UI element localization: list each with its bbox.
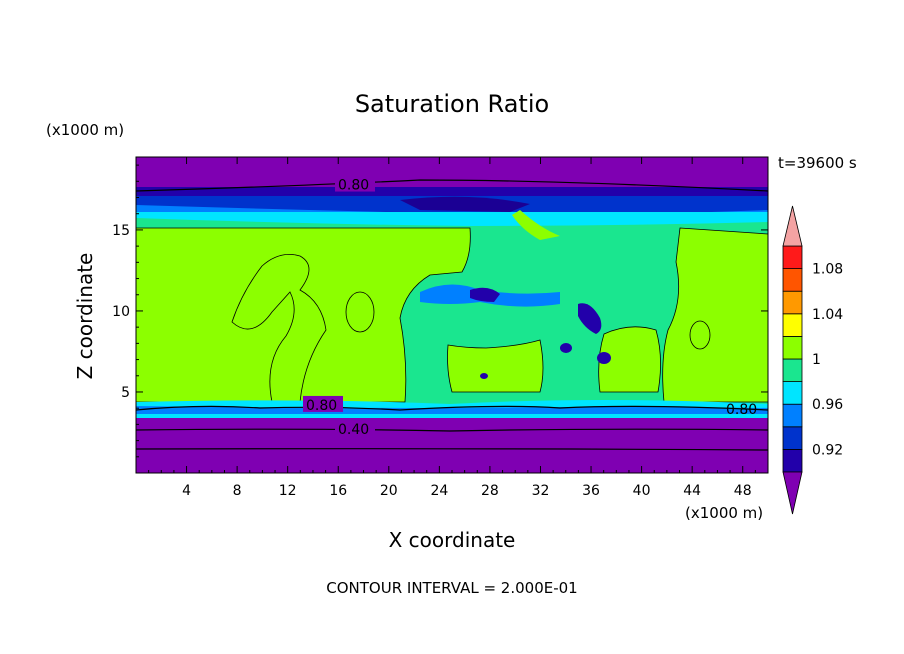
contour-label-bg bbox=[335, 420, 375, 437]
colorbar-band bbox=[782, 426, 803, 450]
contour-label-bg bbox=[335, 175, 375, 192]
x-tick-label: 48 bbox=[734, 483, 752, 499]
colorbar-band bbox=[782, 268, 803, 292]
colorbar-label: 1.04 bbox=[812, 307, 843, 323]
x-tick-label: 12 bbox=[279, 483, 297, 499]
dry-pocket-b bbox=[578, 303, 602, 334]
contour-interval-footer: CONTOUR INTERVAL = 2.000E-01 bbox=[326, 579, 577, 597]
x-tick-label: 40 bbox=[633, 483, 651, 499]
x-tick-label: 8 bbox=[233, 483, 242, 499]
lime-patch-b bbox=[345, 291, 375, 333]
y-tick-label: 10 bbox=[112, 304, 130, 320]
contour-lower bbox=[136, 448, 768, 451]
colorbar-label: 0.96 bbox=[812, 397, 843, 413]
colorbar-label: 1 bbox=[812, 352, 821, 368]
colorbar-label: 1.08 bbox=[812, 262, 843, 278]
contour-label: 0.80 bbox=[306, 398, 337, 414]
contour-plot-area: 0.800.800.400.80 bbox=[135, 156, 769, 474]
y-axis-label: Z coordinate bbox=[73, 253, 97, 380]
dry-pocket-c bbox=[560, 343, 572, 353]
colorbar-above-triangle bbox=[782, 205, 803, 247]
lime-region-2 bbox=[447, 339, 544, 393]
x-axis-label: X coordinate bbox=[389, 528, 516, 552]
contour-label: 0.40 bbox=[338, 422, 369, 438]
x-tick-label: 44 bbox=[683, 483, 701, 499]
colorbar-band bbox=[782, 448, 803, 473]
dry-pocket-a bbox=[470, 287, 500, 302]
lime-region-4 bbox=[598, 326, 661, 393]
colorbar-band bbox=[782, 313, 803, 337]
colorbar-below-triangle bbox=[782, 471, 803, 515]
colorbar-band bbox=[782, 245, 803, 270]
lime-patch-a bbox=[512, 210, 560, 240]
lime-region-3 bbox=[662, 227, 768, 403]
colorbar-band bbox=[782, 335, 803, 360]
y-tick-label: 15 bbox=[112, 223, 130, 239]
contour-label-bg bbox=[303, 395, 343, 412]
lime-patch-c bbox=[689, 320, 711, 350]
x-tick-label: 16 bbox=[329, 483, 347, 499]
x-tick-label: 32 bbox=[532, 483, 550, 499]
y-tick-label: 5 bbox=[121, 385, 130, 401]
colorbar-band bbox=[782, 381, 803, 405]
lime-region-1 bbox=[136, 227, 471, 403]
contour-0.80-top bbox=[136, 179, 768, 192]
colorbar-label: 0.92 bbox=[812, 442, 843, 458]
x-unit-label: (x1000 m) bbox=[685, 504, 763, 522]
x-tick-label: 4 bbox=[182, 483, 191, 499]
time-label: t=39600 s bbox=[778, 154, 857, 172]
contour-0.80-bottom bbox=[136, 405, 768, 411]
x-tick-label: 28 bbox=[481, 483, 499, 499]
x-tick-label: 20 bbox=[380, 483, 398, 499]
colorbar-band bbox=[782, 290, 803, 315]
colorbar-band bbox=[782, 403, 803, 428]
chart-title: Saturation Ratio bbox=[355, 90, 549, 118]
cloud-base-lightblue bbox=[136, 406, 768, 414]
upper-dark-core bbox=[400, 196, 530, 212]
colorbar: 0.92 0.96 1 1.04 1.08 bbox=[782, 205, 843, 515]
contour-label: 0.80 bbox=[726, 402, 757, 418]
dry-pocket-d bbox=[597, 352, 611, 364]
y-unit-label: (x1000 m) bbox=[46, 121, 124, 139]
dry-pocket-e bbox=[480, 373, 488, 379]
contour-0.40 bbox=[136, 428, 768, 432]
x-tick-label: 24 bbox=[430, 483, 448, 499]
colorbar-band bbox=[782, 358, 803, 383]
contour-label: 0.80 bbox=[338, 178, 369, 194]
x-tick-label: 36 bbox=[582, 483, 600, 499]
